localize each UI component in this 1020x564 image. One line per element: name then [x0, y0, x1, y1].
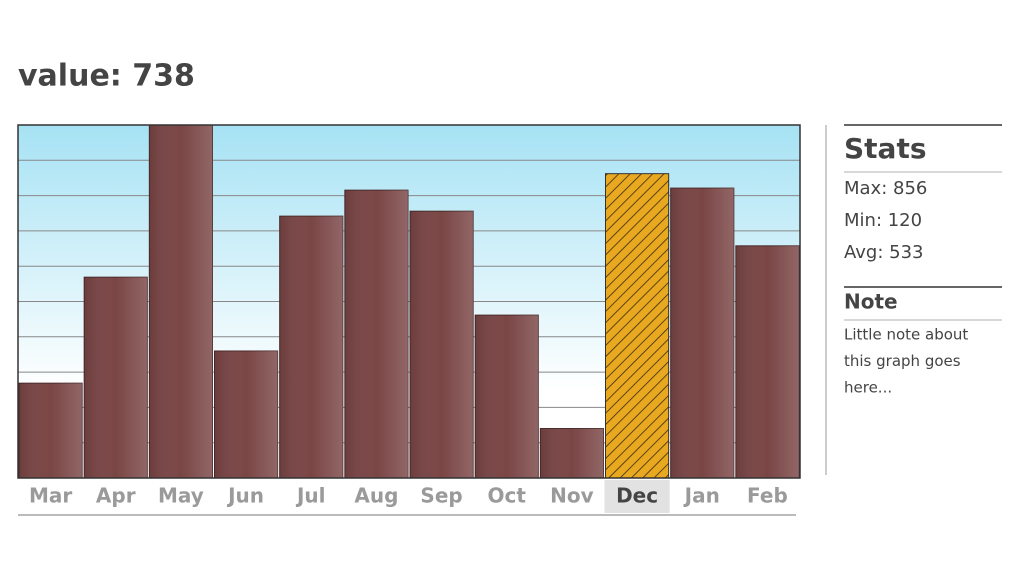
bar-hatch [605, 173, 669, 479]
bar-shade [670, 188, 734, 479]
note-line: this graph goes [844, 352, 961, 370]
bar-shade [84, 277, 148, 478]
x-tick-label: Dec [616, 484, 658, 508]
x-tick-label: Oct [488, 484, 527, 508]
note-line: here... [844, 379, 892, 397]
x-tick-label: Apr [96, 484, 136, 508]
plot-border [17, 124, 801, 479]
x-tick-label: Sep [420, 484, 462, 508]
label-highlight [604, 480, 670, 513]
note-line: Little note about [844, 326, 968, 344]
bar-shade [344, 190, 408, 478]
stat-item: Avg: 533 [844, 242, 923, 263]
x-tick-label: Jun [226, 484, 264, 508]
x-tick-label: Feb [747, 484, 788, 508]
bar-shade [19, 383, 83, 478]
chart-title: value: 738 [18, 59, 195, 94]
x-tick-label: Mar [29, 484, 72, 508]
x-tick-label: Aug [354, 484, 398, 508]
x-tick-label: May [158, 484, 204, 508]
stat-item: Max: 856 [844, 178, 927, 199]
bar-shade [214, 350, 278, 478]
note-title: Note [844, 290, 898, 314]
x-tick-label: Jan [683, 484, 720, 508]
bar-shade [540, 428, 604, 478]
stat-item: Min: 120 [844, 210, 922, 231]
x-tick-label: Nov [550, 484, 594, 508]
bar-shade [279, 216, 343, 478]
bar-shade [735, 245, 799, 478]
x-tick-label: Jul [295, 484, 326, 508]
stats-title: Stats [844, 132, 927, 165]
bar-shade [149, 125, 213, 478]
bar-shade [410, 211, 474, 478]
bar-shade [475, 315, 539, 478]
